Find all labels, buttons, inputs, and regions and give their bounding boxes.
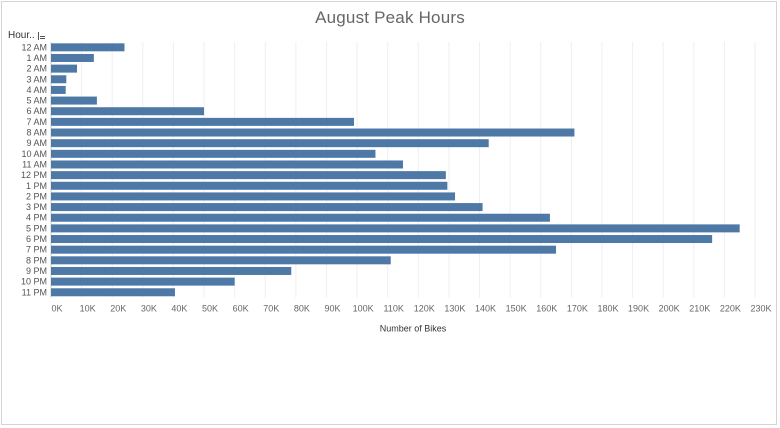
- bar-3-am[interactable]: [51, 75, 67, 84]
- bar-9-am[interactable]: [51, 139, 489, 148]
- bar-2-am[interactable]: [51, 64, 78, 73]
- bar-5-am[interactable]: [51, 96, 97, 105]
- y-tick-label: 12 PM: [21, 170, 47, 180]
- x-tick-label: 10K: [80, 304, 96, 314]
- sort-icon[interactable]: [37, 31, 45, 40]
- bar-4-pm[interactable]: [51, 213, 550, 222]
- bar-11-pm[interactable]: [51, 288, 175, 297]
- y-tick-label: 7 PM: [26, 245, 47, 255]
- x-tick-label: 190K: [628, 304, 649, 314]
- x-tick-label: 200K: [659, 304, 680, 314]
- x-tick-label: 40K: [171, 304, 187, 314]
- bar-5-pm[interactable]: [51, 224, 740, 233]
- x-tick-label: 50K: [202, 304, 218, 314]
- bar-6-pm[interactable]: [51, 235, 713, 244]
- y-tick-label: 11 AM: [22, 159, 47, 169]
- x-tick-label: 0K: [51, 304, 62, 314]
- y-tick-label: 6 AM: [26, 106, 47, 116]
- x-tick-label: 140K: [475, 304, 496, 314]
- x-tick-label: 220K: [720, 304, 741, 314]
- y-axis-title-text: Hour..: [8, 30, 35, 41]
- y-tick-label: 7 AM: [26, 117, 47, 127]
- x-tick-label: 170K: [567, 304, 588, 314]
- x-tick-label: 100K: [353, 304, 374, 314]
- y-tick-label: 2 AM: [26, 64, 47, 74]
- y-tick-label: 10 PM: [21, 277, 47, 287]
- x-tick-label: 210K: [689, 304, 710, 314]
- bar-9-pm[interactable]: [51, 266, 292, 275]
- y-tick-label: 6 PM: [26, 234, 47, 244]
- x-tick-label: 160K: [536, 304, 557, 314]
- bar-3-pm[interactable]: [51, 203, 483, 212]
- y-tick-label: 9 PM: [26, 266, 47, 276]
- chart-title: August Peak Hours: [315, 8, 465, 27]
- bar-10-pm[interactable]: [51, 277, 235, 286]
- bar-1-am[interactable]: [51, 53, 94, 62]
- y-tick-label: 10 AM: [21, 149, 47, 159]
- x-tick-label: 150K: [506, 304, 527, 314]
- y-tick-label: 4 AM: [26, 85, 47, 95]
- y-tick-label: 4 PM: [26, 213, 47, 223]
- bar-8-am[interactable]: [51, 128, 575, 137]
- x-tick-label: 120K: [414, 304, 435, 314]
- x-tick-label: 90K: [324, 304, 340, 314]
- bar-2-pm[interactable]: [51, 192, 456, 201]
- x-tick-label: 110K: [384, 304, 404, 314]
- x-tick-label: 180K: [597, 304, 618, 314]
- x-tick-label: 60K: [233, 304, 249, 314]
- bar-1-pm[interactable]: [51, 181, 448, 190]
- y-tick-label: 5 PM: [26, 223, 47, 233]
- bar-7-am[interactable]: [51, 117, 355, 126]
- y-tick-label: 8 PM: [26, 255, 47, 265]
- x-tick-label: 230K: [750, 304, 771, 314]
- x-tick-label: 80K: [294, 304, 310, 314]
- y-tick-label: 8 AM: [26, 128, 47, 138]
- y-axis-ticks: 12 AM1 AM2 AM3 AM4 AM5 AM6 AM7 AM8 AM9 A…: [21, 42, 47, 297]
- y-tick-label: 2 PM: [26, 191, 47, 201]
- x-tick-label: 70K: [263, 304, 279, 314]
- x-tick-label: 20K: [110, 304, 126, 314]
- y-tick-label: 5 AM: [26, 96, 47, 106]
- y-tick-label: 12 AM: [21, 42, 47, 52]
- bar-12-pm[interactable]: [51, 171, 446, 180]
- bars: [51, 43, 740, 297]
- y-tick-label: 1 AM: [26, 53, 47, 63]
- y-tick-label: 3 AM: [26, 74, 47, 84]
- bar-7-pm[interactable]: [51, 245, 557, 254]
- y-tick-label: 1 PM: [26, 181, 47, 191]
- y-axis-title[interactable]: Hour..: [8, 30, 45, 41]
- bar-12-am[interactable]: [51, 43, 125, 52]
- y-tick-label: 9 AM: [26, 138, 47, 148]
- gridlines: [50, 42, 756, 298]
- bar-11-am[interactable]: [51, 160, 403, 169]
- x-axis-ticks: 0K 10K 20K 30K 40K 50K 60K 70K 80K 90K 100K 110K 120…: [51, 304, 771, 314]
- y-tick-label: 3 PM: [26, 202, 47, 212]
- x-tick-label: 30K: [141, 304, 157, 314]
- bar-10-am[interactable]: [51, 149, 376, 158]
- bar-6-am[interactable]: [51, 107, 205, 116]
- y-tick-label: 11 PM: [22, 287, 47, 297]
- bar-8-pm[interactable]: [51, 256, 391, 265]
- x-tick-label: 130K: [444, 304, 465, 314]
- bar-4-am[interactable]: [51, 85, 66, 94]
- x-axis-title: Number of Bikes: [380, 324, 447, 334]
